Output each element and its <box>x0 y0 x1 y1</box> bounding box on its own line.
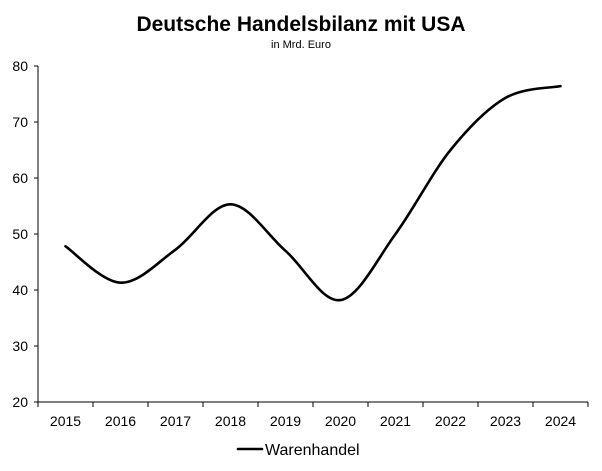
x-tick-label: 2022 <box>435 413 466 429</box>
y-tick-label: 30 <box>12 338 28 354</box>
chart-subtitle: in Mrd. Euro <box>271 39 331 51</box>
y-tick-label: 70 <box>12 114 28 130</box>
x-tick-label: 2016 <box>105 413 136 429</box>
y-tick-label: 60 <box>12 170 28 186</box>
series-group <box>64 84 562 302</box>
series-line-warenhandel <box>64 84 562 302</box>
y-tick-label: 50 <box>12 226 28 242</box>
chart-title: Deutsche Handelsbilanz mit USA <box>136 13 465 36</box>
x-tick-label: 2020 <box>325 413 356 429</box>
y-tick-label: 20 <box>12 394 28 410</box>
x-axis-ticks: 2015 2016 2017 2018 2019 2020 2021 2022 2023 2024 <box>37 402 589 429</box>
x-tick-label: 2017 <box>160 413 191 429</box>
legend-label-warenhandel: Warenhandel <box>265 442 360 459</box>
x-tick-label: 2018 <box>215 413 246 429</box>
y-tick-label: 80 <box>12 58 28 74</box>
x-tick-label: 2021 <box>380 413 411 429</box>
y-axis-ticks: 20 30 40 50 60 70 80 <box>12 58 38 410</box>
y-tick-label: 40 <box>12 282 28 298</box>
legend: Warenhandel <box>236 442 360 459</box>
x-tick-label: 2023 <box>490 413 521 429</box>
x-tick-label: 2015 <box>50 413 81 429</box>
x-tick-label: 2019 <box>270 413 301 429</box>
x-tick-label: 2024 <box>545 413 576 429</box>
